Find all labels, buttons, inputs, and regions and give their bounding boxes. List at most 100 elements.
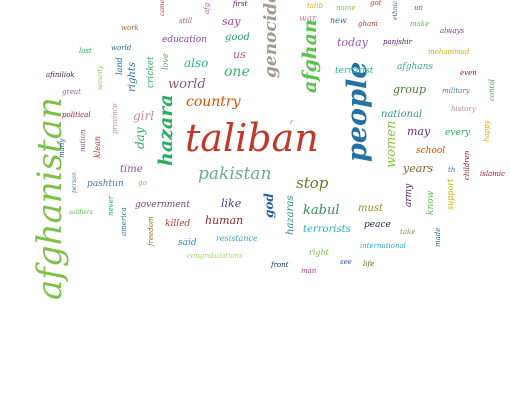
word-contol: contol bbox=[488, 79, 496, 101]
word-province: province bbox=[111, 103, 119, 134]
word-america: america bbox=[120, 207, 128, 236]
word-like: like bbox=[221, 197, 242, 210]
word-god: god bbox=[262, 193, 276, 218]
word-women: women bbox=[384, 120, 399, 168]
word-national: national bbox=[381, 109, 423, 120]
word-panjshir: panjshir bbox=[383, 38, 413, 46]
word-still: still bbox=[179, 17, 193, 25]
word-afghanistan: afghanistan bbox=[30, 97, 70, 300]
word-got: got bbox=[370, 0, 382, 7]
word-day: day bbox=[133, 127, 147, 149]
word-education: education bbox=[162, 35, 207, 45]
word-government: government bbox=[135, 200, 190, 210]
word-know: know bbox=[426, 190, 436, 215]
word-people: people bbox=[342, 61, 373, 162]
word-talib: talib bbox=[307, 2, 323, 10]
word-ghani: ghani bbox=[358, 20, 378, 28]
word-terrorist: terrorist bbox=[335, 66, 374, 76]
word-country: country bbox=[186, 94, 241, 110]
word-said: said bbox=[178, 238, 197, 248]
word-freedom: freedom bbox=[147, 216, 155, 246]
word-resistance: resistance bbox=[216, 234, 258, 243]
word-land: land bbox=[115, 57, 124, 75]
word-support: support bbox=[446, 178, 455, 210]
word-genocide: genocide bbox=[261, 0, 281, 78]
word-see: see bbox=[340, 258, 352, 266]
word-afghan: afghan bbox=[299, 19, 321, 93]
word-one: one bbox=[224, 64, 250, 80]
word-years: years bbox=[403, 162, 434, 175]
word-cricket: cricket bbox=[146, 56, 156, 88]
word-ethnic: ethnic bbox=[392, 1, 399, 20]
word-rights: rights bbox=[127, 62, 138, 92]
word-killed: killed bbox=[165, 219, 191, 229]
word-first: first bbox=[233, 0, 248, 8]
word-must: must bbox=[358, 203, 384, 214]
word-love: love bbox=[161, 53, 170, 70]
word-afghans: afghans bbox=[397, 62, 434, 72]
word-war: war bbox=[299, 14, 317, 24]
word-congratulations: congratulations bbox=[187, 252, 243, 260]
word-children: children bbox=[463, 150, 471, 180]
word-came: came bbox=[159, 0, 166, 16]
word-make: make bbox=[410, 20, 430, 28]
word-say: say bbox=[222, 15, 241, 28]
word-security: security bbox=[97, 65, 104, 90]
word-pashtun: pashtun bbox=[87, 179, 124, 189]
word-hazara: hazara bbox=[155, 94, 177, 166]
word-name: name bbox=[336, 4, 356, 12]
word-last: last bbox=[79, 47, 92, 55]
word-made: made bbox=[434, 227, 442, 247]
word-always: always bbox=[440, 27, 465, 35]
word-un: un bbox=[414, 4, 424, 12]
word-hazaras: hazaras bbox=[285, 195, 296, 235]
word-taliban: taliban bbox=[185, 116, 319, 160]
word-work: work bbox=[121, 24, 139, 32]
word-never: never bbox=[107, 195, 115, 216]
word-klean: klean bbox=[93, 135, 102, 158]
word-stop: stop bbox=[296, 174, 329, 192]
word-life: life bbox=[363, 260, 375, 268]
word-soldiers: soldiers bbox=[69, 209, 93, 216]
word-man: man bbox=[301, 267, 317, 275]
word-political: political bbox=[62, 111, 91, 119]
word-human: human bbox=[205, 214, 244, 227]
word-nation: nation bbox=[79, 129, 87, 152]
word-even: even bbox=[460, 69, 477, 77]
word-us: us bbox=[233, 48, 246, 61]
word-time: time bbox=[120, 164, 143, 175]
word-islamic: islamic bbox=[480, 170, 506, 178]
word-peace: peace bbox=[364, 220, 391, 230]
word-right: right bbox=[309, 248, 329, 257]
word-every: every bbox=[445, 128, 471, 138]
word-happy: happy bbox=[483, 120, 491, 142]
word-afiniliok: afiniliok bbox=[46, 71, 75, 79]
word-school: school bbox=[416, 146, 446, 156]
word-military: military bbox=[442, 87, 470, 95]
word-person: person bbox=[71, 172, 78, 193]
word-new: new bbox=[330, 16, 347, 25]
word-front: front bbox=[271, 261, 289, 269]
word-go: go bbox=[138, 179, 147, 187]
word-mohammad: mohammad bbox=[428, 48, 470, 56]
word-kabul: kabul bbox=[303, 203, 340, 218]
word-history: history bbox=[451, 105, 476, 113]
word-group: group bbox=[393, 83, 427, 96]
word-th: th bbox=[448, 166, 456, 174]
word-may: may bbox=[407, 125, 431, 138]
word-world: world bbox=[168, 77, 206, 92]
word-good: good bbox=[225, 32, 250, 43]
word-girl: girl bbox=[133, 109, 155, 123]
word-army: army bbox=[404, 183, 414, 207]
word-also: also bbox=[184, 56, 209, 70]
word-international: international bbox=[360, 242, 406, 250]
word-many: many bbox=[58, 138, 66, 158]
word-world-small: world bbox=[111, 44, 132, 52]
word-pakistan: pakistan bbox=[198, 164, 272, 184]
word-today: today bbox=[337, 36, 368, 49]
word-great: great bbox=[62, 88, 81, 96]
word-take: take bbox=[400, 228, 416, 236]
word-afg: afg bbox=[203, 2, 211, 14]
word-r: r bbox=[290, 119, 293, 126]
